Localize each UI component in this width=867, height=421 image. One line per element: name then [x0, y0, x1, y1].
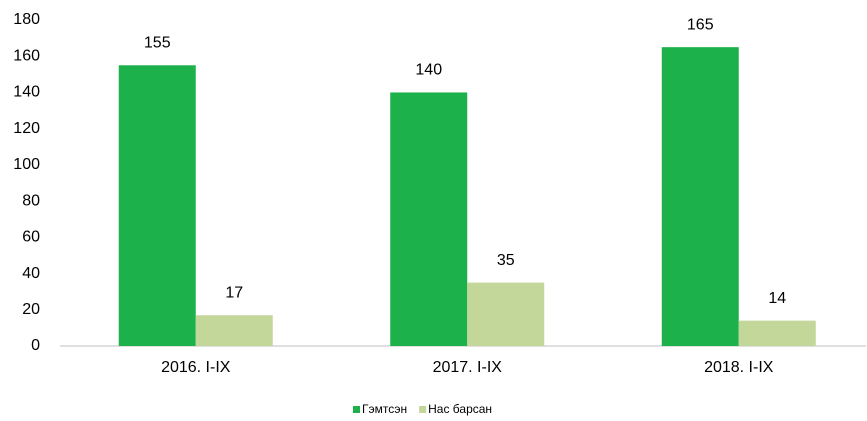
y-tick-label: 140 [13, 84, 40, 101]
y-tick-label: 160 [13, 47, 40, 64]
y-tick-label: 20 [22, 301, 40, 318]
y-tick-label: 60 [22, 229, 40, 246]
legend-swatch [353, 406, 360, 413]
legend: Гэмтсэн Нас барсан [353, 402, 492, 416]
x-tick-label: 2017. I-IX [433, 359, 503, 376]
bar [738, 320, 816, 346]
legend-label: Нас барсан [428, 402, 492, 416]
data-label: 155 [144, 34, 171, 51]
x-tick-label: 2016. I-IX [161, 359, 231, 376]
bar [118, 65, 196, 347]
x-tick-label: 2018. I-IX [704, 359, 774, 376]
y-tick-label: 40 [22, 265, 40, 282]
y-tick-label: 180 [13, 11, 40, 28]
y-tick-label: 120 [13, 120, 40, 137]
bar [661, 47, 739, 347]
y-tick-label: 80 [22, 192, 40, 209]
bar [390, 92, 468, 346]
data-label: 17 [225, 284, 243, 301]
legend-swatch [419, 406, 427, 413]
data-label: 165 [687, 16, 714, 33]
y-tick-label: 100 [13, 156, 40, 173]
data-label: 14 [768, 290, 786, 307]
legend-label: Гэмтсэн [362, 402, 407, 416]
data-label: 140 [415, 62, 442, 79]
y-tick-label: 0 [31, 337, 40, 354]
data-label: 35 [497, 252, 515, 269]
bar [467, 282, 545, 346]
bar [195, 315, 273, 346]
